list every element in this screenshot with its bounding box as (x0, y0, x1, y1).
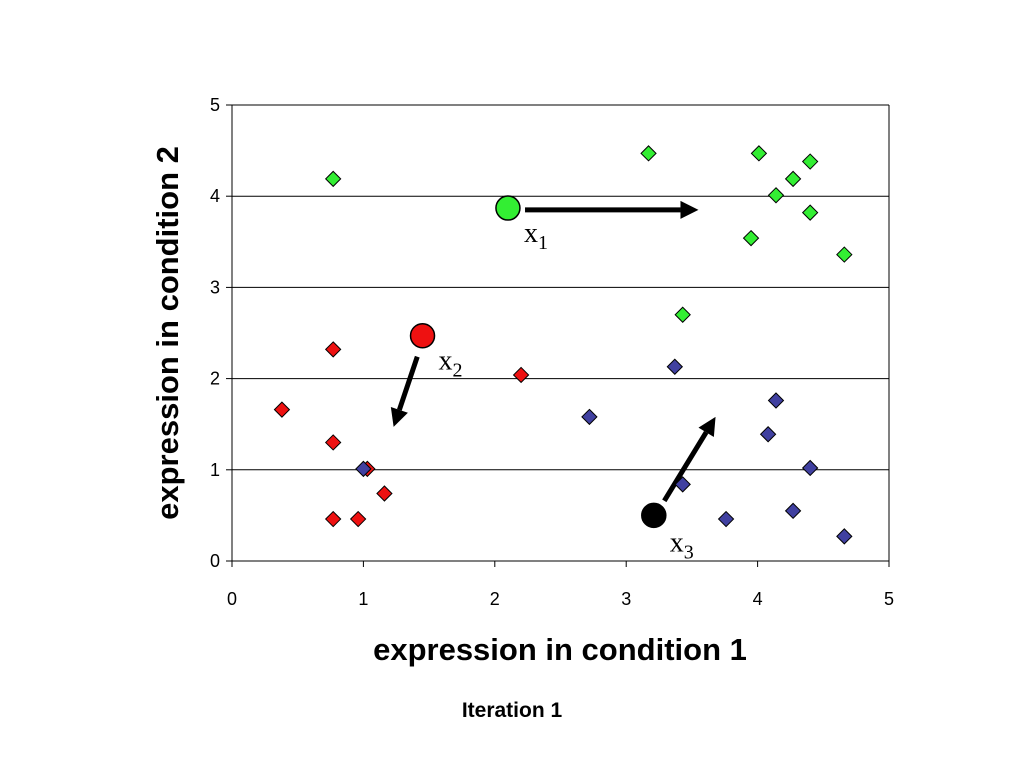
data-point (376, 485, 393, 502)
data-point (581, 408, 598, 426)
arrow-head (698, 416, 716, 437)
arrow-head (680, 200, 699, 219)
arrow-shaft (396, 355, 420, 411)
movement-arrows (390, 200, 716, 503)
data-point (742, 229, 760, 247)
y-tick-label: 3 (210, 277, 220, 297)
centroid-label-subscript: 1 (538, 232, 548, 254)
data-point (801, 153, 819, 170)
data-point (324, 170, 342, 188)
data-point (324, 341, 342, 358)
data-point (640, 145, 657, 162)
y-tick-label: 2 (210, 369, 220, 389)
y-axis-title: expression in condition 2 (150, 146, 185, 520)
iteration-caption: Iteration 1 (461, 699, 563, 722)
scatter-chart: 0 1 2 3 4 5 0 1 2 3 4 5 x1 x2 x3 expression in condit… (150, 95, 894, 667)
data-point (801, 459, 819, 477)
data-point (273, 401, 291, 418)
y-tick-label: 0 (210, 551, 220, 571)
data-point (666, 358, 684, 375)
x-tick-label: 3 (621, 589, 631, 609)
data-point (784, 502, 802, 520)
data-point (512, 366, 530, 384)
data-point (674, 306, 691, 323)
arrow-head (390, 407, 408, 427)
data-point (784, 170, 802, 188)
x-tick-label: 5 (884, 589, 894, 609)
data-points (273, 145, 853, 545)
centroid-marker (641, 502, 667, 529)
x-tick-label: 4 (753, 589, 763, 609)
centroid-label: x2 (439, 346, 463, 382)
centroid-label: x1 (524, 218, 548, 254)
data-point (759, 426, 777, 443)
tick-labels: 0 1 2 3 4 5 0 1 2 3 4 5 (210, 95, 894, 609)
arrow-shaft (662, 430, 709, 503)
centroids: x1 x2 x3 (409, 195, 694, 563)
x-tick-label: 1 (358, 589, 368, 609)
centroid-label: x3 (670, 527, 694, 563)
data-point (324, 434, 342, 451)
data-point (767, 392, 785, 409)
x-axis-title: expression in condition 1 (373, 632, 747, 667)
data-point (717, 510, 735, 528)
y-tick-label: 4 (210, 186, 220, 206)
x-tick-label: 2 (490, 589, 500, 609)
axes (231, 105, 889, 562)
data-point (836, 528, 853, 545)
centroid-marker (409, 322, 436, 349)
data-point (674, 476, 691, 493)
y-tick-label: 5 (210, 95, 220, 115)
data-point (767, 187, 785, 204)
data-point (355, 460, 372, 478)
data-point (801, 204, 819, 221)
data-point (750, 145, 768, 162)
centroid-marker (495, 195, 521, 221)
centroid-label-subscript: 3 (684, 541, 694, 563)
data-point (349, 510, 367, 528)
data-point (836, 246, 853, 263)
y-tick-label: 1 (210, 460, 220, 480)
centroid-label-subscript: 2 (453, 360, 463, 382)
data-point (324, 510, 342, 528)
grid-lines (232, 104, 890, 561)
x-tick-label: 0 (227, 589, 237, 609)
